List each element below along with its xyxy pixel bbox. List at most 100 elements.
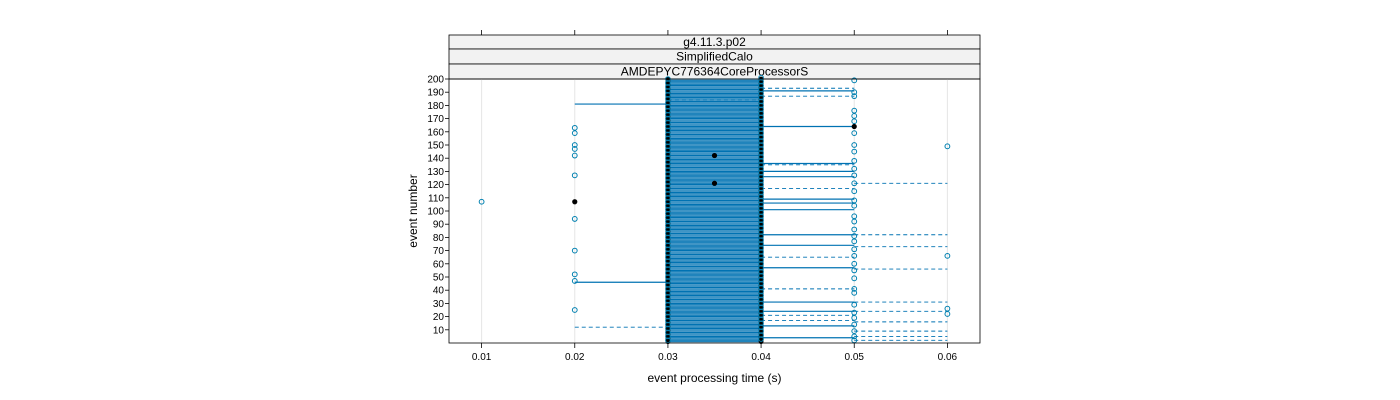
point-open <box>758 304 764 311</box>
x-tick-label: 0.03 <box>658 352 678 363</box>
point-open <box>758 110 764 117</box>
point-open <box>571 172 578 179</box>
point-open <box>571 130 578 137</box>
point-open <box>665 333 671 340</box>
point-open <box>665 127 671 134</box>
point-filled <box>711 152 718 159</box>
point-open <box>851 226 858 233</box>
point-open <box>758 229 764 235</box>
point-open <box>758 82 764 89</box>
point-open <box>758 324 764 330</box>
point-open <box>665 84 671 90</box>
x-axis-title: event processing time (s) <box>647 371 781 385</box>
point-open <box>758 86 764 93</box>
point-open <box>758 126 764 132</box>
point-open <box>665 266 671 272</box>
point-open <box>851 275 858 282</box>
point-open <box>665 96 671 102</box>
point-open <box>758 181 764 188</box>
y-tick-label: 50 <box>433 273 445 284</box>
point-open <box>851 321 858 328</box>
point-open <box>851 285 858 292</box>
point-open <box>758 316 764 323</box>
x-tick-label: 0.02 <box>565 352 585 363</box>
point-open <box>665 167 671 173</box>
point-open <box>665 218 671 225</box>
point-open <box>665 111 671 118</box>
y-tick-label: 10 <box>433 325 445 336</box>
point-open <box>665 159 671 165</box>
point-open <box>571 247 578 254</box>
point-open <box>851 218 858 225</box>
point-open <box>665 238 671 245</box>
point-open <box>665 107 671 114</box>
point-open <box>758 225 764 231</box>
point-open <box>758 142 764 148</box>
point-open <box>665 290 671 296</box>
point-open <box>758 249 764 255</box>
point-open <box>851 188 858 195</box>
point-open <box>758 205 764 212</box>
point-open <box>758 261 764 267</box>
point-open <box>665 202 671 209</box>
point-open <box>758 221 764 227</box>
point-open <box>758 102 764 109</box>
point-open <box>758 185 764 192</box>
point-open <box>758 332 764 338</box>
point-filled <box>851 123 857 130</box>
y-tick-label: 80 <box>433 233 445 244</box>
point-open <box>665 250 671 257</box>
point-open <box>665 325 671 332</box>
point-open <box>851 118 858 125</box>
point-open <box>665 297 671 304</box>
point-open <box>758 201 764 208</box>
point-open <box>665 254 671 261</box>
point-open <box>665 286 671 292</box>
point-open <box>758 114 764 121</box>
point-open <box>758 213 764 220</box>
point-open <box>665 151 671 158</box>
point-open <box>665 301 671 308</box>
point-open <box>758 284 764 291</box>
point-open <box>851 267 858 274</box>
data-points <box>478 74 951 345</box>
point-open <box>758 245 764 251</box>
point-open <box>665 234 671 241</box>
point-open <box>758 90 764 97</box>
y-tick-label: 190 <box>427 88 444 99</box>
y-tick-label: 100 <box>427 207 444 218</box>
point-open <box>758 296 764 303</box>
y-tick-label: 20 <box>433 312 445 323</box>
point-open <box>851 301 858 308</box>
point-open <box>758 154 764 160</box>
point-open <box>758 264 764 271</box>
point-open <box>571 278 578 284</box>
point-open <box>665 210 671 217</box>
point-open <box>665 103 671 110</box>
point-open <box>665 214 671 221</box>
y-tick-label: 60 <box>433 259 445 270</box>
point-open <box>758 74 764 81</box>
strip-1-label: g4.11.3.p02 <box>683 35 746 49</box>
point-open <box>758 162 764 168</box>
y-tick-label: 30 <box>433 299 445 310</box>
point-open <box>944 311 951 317</box>
point-open <box>758 165 764 172</box>
point-open <box>851 289 858 296</box>
point-open <box>758 253 764 259</box>
dense-band-lines <box>667 78 762 343</box>
y-tick-label: 200 <box>427 75 444 86</box>
point-open <box>665 187 671 193</box>
point-open <box>665 139 671 146</box>
point-open <box>758 138 764 144</box>
x-tick-label: 0.05 <box>845 352 865 363</box>
point-open <box>758 272 764 279</box>
point-open <box>851 157 858 164</box>
y-tick-label: 170 <box>427 114 444 125</box>
point-open <box>665 92 671 98</box>
y-tick-label: 160 <box>427 127 444 138</box>
point-filled <box>572 199 578 205</box>
point-open <box>571 142 578 148</box>
y-tick-label: 150 <box>427 141 444 152</box>
